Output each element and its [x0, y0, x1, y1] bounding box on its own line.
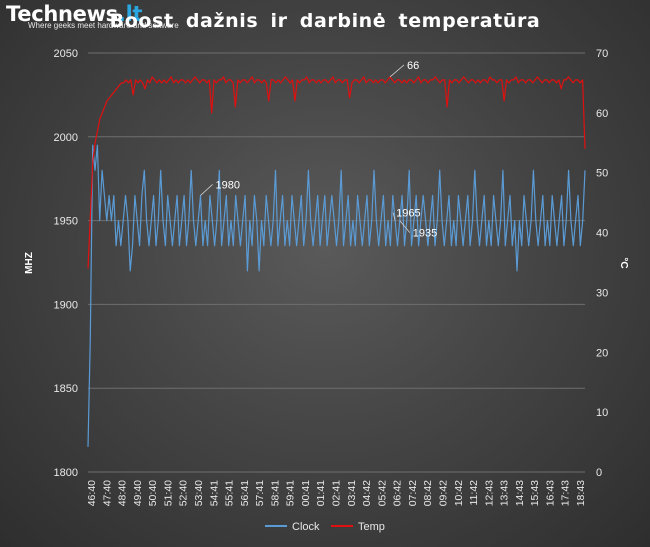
x-tick-label: 59:41 [285, 480, 297, 506]
site-logo: Technews.lt [6, 2, 143, 26]
x-tick-label: 18:43 [575, 480, 587, 506]
x-tick-label: 09:42 [437, 480, 449, 506]
x-tick-label: 53:40 [193, 480, 205, 506]
y2-tick-label: 70 [596, 48, 608, 60]
x-tick-label: 58:41 [269, 480, 281, 506]
y2-axis-label: °C [618, 257, 629, 268]
logo-tagline: Where geeks meet hardware and software [28, 21, 179, 30]
x-tick-label: 11:42 [468, 480, 480, 506]
annotation-leader [389, 64, 405, 78]
data-label: 1935 [413, 228, 437, 240]
y2-tick-label: 30 [596, 287, 608, 299]
y2-tick-label: 60 [596, 108, 608, 120]
x-tick-label: 47:40 [101, 480, 113, 506]
x-tick-label: 01:41 [315, 480, 327, 506]
x-tick-label: 54:41 [208, 480, 220, 506]
x-tick-label: 46:40 [86, 480, 98, 506]
x-tick-label: 15:43 [529, 480, 541, 506]
y-axis-label: MHZ [24, 252, 35, 274]
y2-tick-label: 0 [596, 467, 602, 479]
x-tick-label: 00:41 [300, 480, 312, 506]
x-tick-label: 16:43 [544, 480, 556, 506]
x-tick-label: 52:40 [178, 480, 190, 506]
x-tick-label: 06:42 [392, 480, 404, 506]
logo-suffix: .lt [117, 2, 143, 26]
data-label: 1980 [216, 179, 240, 191]
y2-tick-label: 20 [596, 347, 608, 359]
x-tick-label: 04:42 [361, 480, 373, 506]
x-tick-label: 02:41 [331, 480, 343, 506]
legend-label: Clock [292, 521, 320, 533]
data-label: 66 [407, 60, 419, 72]
x-tick-label: 48:40 [117, 480, 129, 506]
y-tick-label: 1900 [54, 299, 78, 311]
x-tick-label: 03:41 [346, 480, 358, 506]
x-tick-label: 17:43 [560, 480, 572, 506]
series-line-temp [87, 76, 586, 269]
x-tick-label: 51:40 [162, 480, 174, 506]
x-tick-label: 57:41 [254, 480, 266, 506]
x-tick-label: 13:43 [499, 480, 511, 506]
x-tick-label: 56:41 [239, 480, 251, 506]
y2-tick-label: 50 [596, 168, 608, 180]
y2-tick-label: 10 [596, 407, 608, 419]
logo-prefix: Te [6, 2, 32, 26]
y-tick-label: 1850 [54, 383, 78, 395]
chart-title: Boost dažnis ir darbinė temperatūra [109, 10, 541, 32]
annotation-leader [200, 184, 213, 196]
x-tick-label: 07:42 [407, 480, 419, 506]
legend-label: Temp [358, 521, 385, 533]
x-tick-label: 14:43 [514, 480, 526, 506]
y-tick-label: 1800 [54, 467, 78, 479]
data-label: 1965 [396, 208, 420, 220]
x-tick-label: 49:40 [132, 480, 144, 506]
y-tick-label: 2000 [54, 132, 78, 144]
logo-name: chnews [31, 2, 118, 26]
x-tick-label: 10:42 [453, 480, 465, 506]
annotation-leader [392, 212, 396, 221]
y-tick-label: 1950 [54, 216, 78, 228]
x-tick-label: 55:41 [224, 480, 236, 506]
x-tick-label: 50:40 [147, 480, 159, 506]
logo-wordmark: Technews.lt [6, 2, 143, 26]
series-line-clock [87, 144, 586, 447]
y2-tick-label: 40 [596, 228, 608, 240]
annotation-leader [399, 220, 411, 233]
x-tick-label: 12:43 [483, 480, 495, 506]
y-tick-label: 2050 [54, 48, 78, 60]
x-tick-label: 08:42 [422, 480, 434, 506]
x-tick-label: 05:42 [376, 480, 388, 506]
